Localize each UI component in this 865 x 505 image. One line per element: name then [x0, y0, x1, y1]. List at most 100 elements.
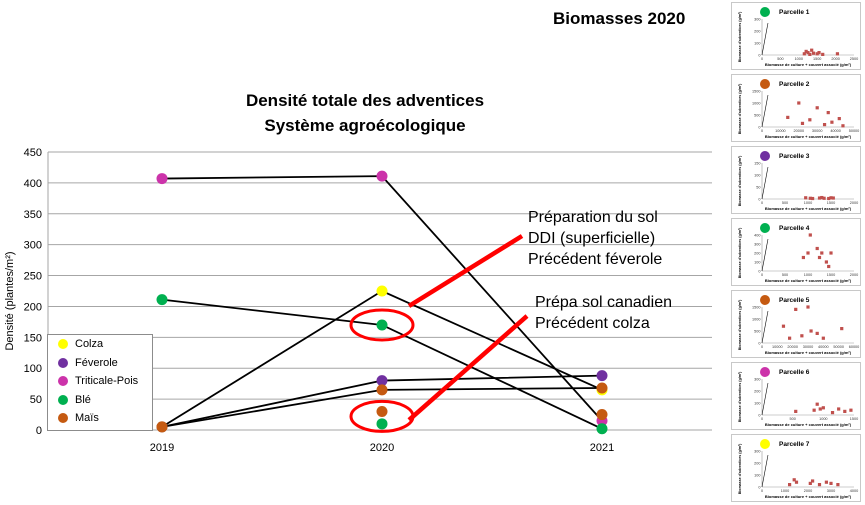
mini-x-tick-label: 2000	[850, 273, 858, 277]
data-point	[156, 421, 168, 433]
parcel-chart: Parcelle 6 0 100 200 300 0 500 1000 1500 Biomasse…	[731, 362, 861, 430]
legend-label: Colza	[75, 338, 104, 350]
mini-data-point	[817, 196, 822, 200]
mini-data-point	[822, 123, 827, 127]
mini-y-tick-label: 500	[754, 114, 760, 118]
mini-data-point	[841, 124, 845, 128]
mini-data-point	[836, 483, 840, 487]
mini-data-point	[830, 411, 835, 415]
mini-x-axis-label: Biomasse de culture + couvert associé (g…	[765, 422, 852, 427]
mini-data-point	[849, 408, 853, 412]
parcel-marker-icon	[760, 79, 770, 89]
mini-x-axis-label: Biomasse de culture + couvert associé (g…	[765, 494, 852, 499]
mini-x-tick-label: 10000	[772, 345, 783, 349]
legend-swatch	[58, 357, 68, 368]
mini-y-tick-label: 100	[754, 42, 760, 46]
mini-y-tick-label: 400	[754, 234, 760, 238]
data-point	[376, 170, 388, 182]
mini-x-axis-label: Biomasse de culture + couvert associé (g…	[765, 350, 852, 355]
parcel-title: Parcelle 2	[779, 81, 810, 88]
y-tick-label: 400	[24, 178, 42, 190]
mini-data-point	[811, 196, 815, 201]
mini-y-tick-label: 1000	[752, 318, 760, 322]
legend-label: Blé	[75, 393, 91, 406]
mini-reference-line	[761, 382, 769, 416]
mini-x-axis-label: Biomasse de culture + couvert associé (g…	[765, 206, 852, 211]
mini-y-tick-label: 100	[754, 261, 760, 265]
mini-y-tick-label: 200	[754, 252, 760, 256]
mini-x-tick-label: 3000	[827, 489, 835, 493]
annotation-2-line-2: Précédent colza	[535, 315, 650, 332]
mini-y-tick-label: 200	[754, 462, 760, 466]
mini-y-tick-label: 300	[754, 378, 760, 382]
data-point	[376, 285, 388, 297]
legend-label: Maïs	[75, 412, 99, 424]
legend-item: Féverole	[48, 354, 152, 373]
mini-reference-line	[761, 94, 769, 128]
annotation-2-pointer	[407, 314, 529, 422]
mini-data-point	[815, 402, 819, 406]
mini-data-point	[826, 111, 830, 115]
highlight-circle	[349, 399, 415, 433]
y-tick-label: 450	[24, 147, 42, 159]
legend-item: Colza	[48, 335, 152, 354]
y-tick-label: 250	[24, 271, 42, 283]
mini-x-tick-label: 30000	[803, 345, 814, 349]
annotation-1-line-2: DDI (superficielle)	[528, 230, 656, 247]
mini-reference-line	[761, 454, 769, 488]
parcel-marker-icon	[760, 295, 770, 305]
x-tick-label: 2021	[590, 442, 614, 454]
mini-data-point	[801, 255, 805, 260]
mini-data-point	[829, 481, 833, 485]
mini-data-point	[815, 106, 819, 110]
mini-data-point	[811, 479, 815, 483]
annotation-1-pointer	[407, 234, 524, 308]
mini-y-axis-label: Biomasse d'adventices (g/m²)	[738, 155, 742, 206]
parcel-marker-icon	[760, 223, 770, 233]
mini-y-axis-label: Biomasse d'adventices (g/m²)	[738, 299, 742, 350]
parcel-chart: Parcelle 3 0 50 100 150 0 500 1000 1500 2000 Bioma…	[731, 146, 861, 214]
data-point	[596, 382, 608, 394]
mini-data-point	[817, 483, 822, 487]
mini-data-point	[824, 260, 828, 264]
mini-y-axis-label: Biomasse d'adventices (g/m²)	[738, 11, 742, 62]
mini-y-tick-label: 0	[758, 54, 760, 58]
mini-x-tick-label: 2500	[850, 57, 858, 61]
mini-x-tick-label: 0	[761, 273, 763, 277]
mini-data-point	[820, 195, 824, 200]
highlight-circle	[349, 308, 415, 342]
parcel-chart: Parcelle 2 0 500 1000 1500 0 10000 20000 30000 40…	[731, 74, 861, 142]
mini-y-tick-label: 0	[758, 414, 760, 418]
mini-data-point	[806, 305, 810, 309]
y-tick-label: 300	[24, 240, 42, 252]
mini-data-point	[788, 336, 792, 340]
mini-x-tick-label: 1500	[827, 273, 835, 277]
y-tick-label: 50	[30, 394, 42, 406]
data-point	[376, 375, 388, 387]
mini-data-point	[824, 480, 828, 484]
mini-y-axis-label: Biomasse d'adventices (g/m²)	[738, 227, 742, 278]
mini-x-tick-label: 2000	[850, 201, 858, 205]
mini-reference-line	[761, 238, 769, 272]
annotation-1-line-1: Préparation du sol	[528, 209, 658, 226]
mini-data-point	[829, 196, 833, 200]
annotation-1-line-3: Précédent féverole	[528, 251, 663, 268]
mini-data-point	[794, 307, 798, 311]
legend-swatch	[58, 394, 68, 405]
mini-data-point	[797, 101, 801, 105]
parcel-title: Parcelle 1	[779, 9, 810, 16]
mini-reference-line	[761, 166, 769, 200]
mini-y-tick-label: 100	[754, 402, 760, 406]
data-point	[376, 319, 388, 331]
mini-data-point	[806, 51, 810, 55]
parcel-marker-icon	[760, 151, 770, 161]
parcel-title: Parcelle 5	[779, 297, 810, 304]
chart-title-block: Densité totale des adventices Système ag…	[200, 88, 530, 138]
mini-x-tick-label: 0	[761, 201, 763, 205]
mini-data-point	[808, 52, 812, 56]
